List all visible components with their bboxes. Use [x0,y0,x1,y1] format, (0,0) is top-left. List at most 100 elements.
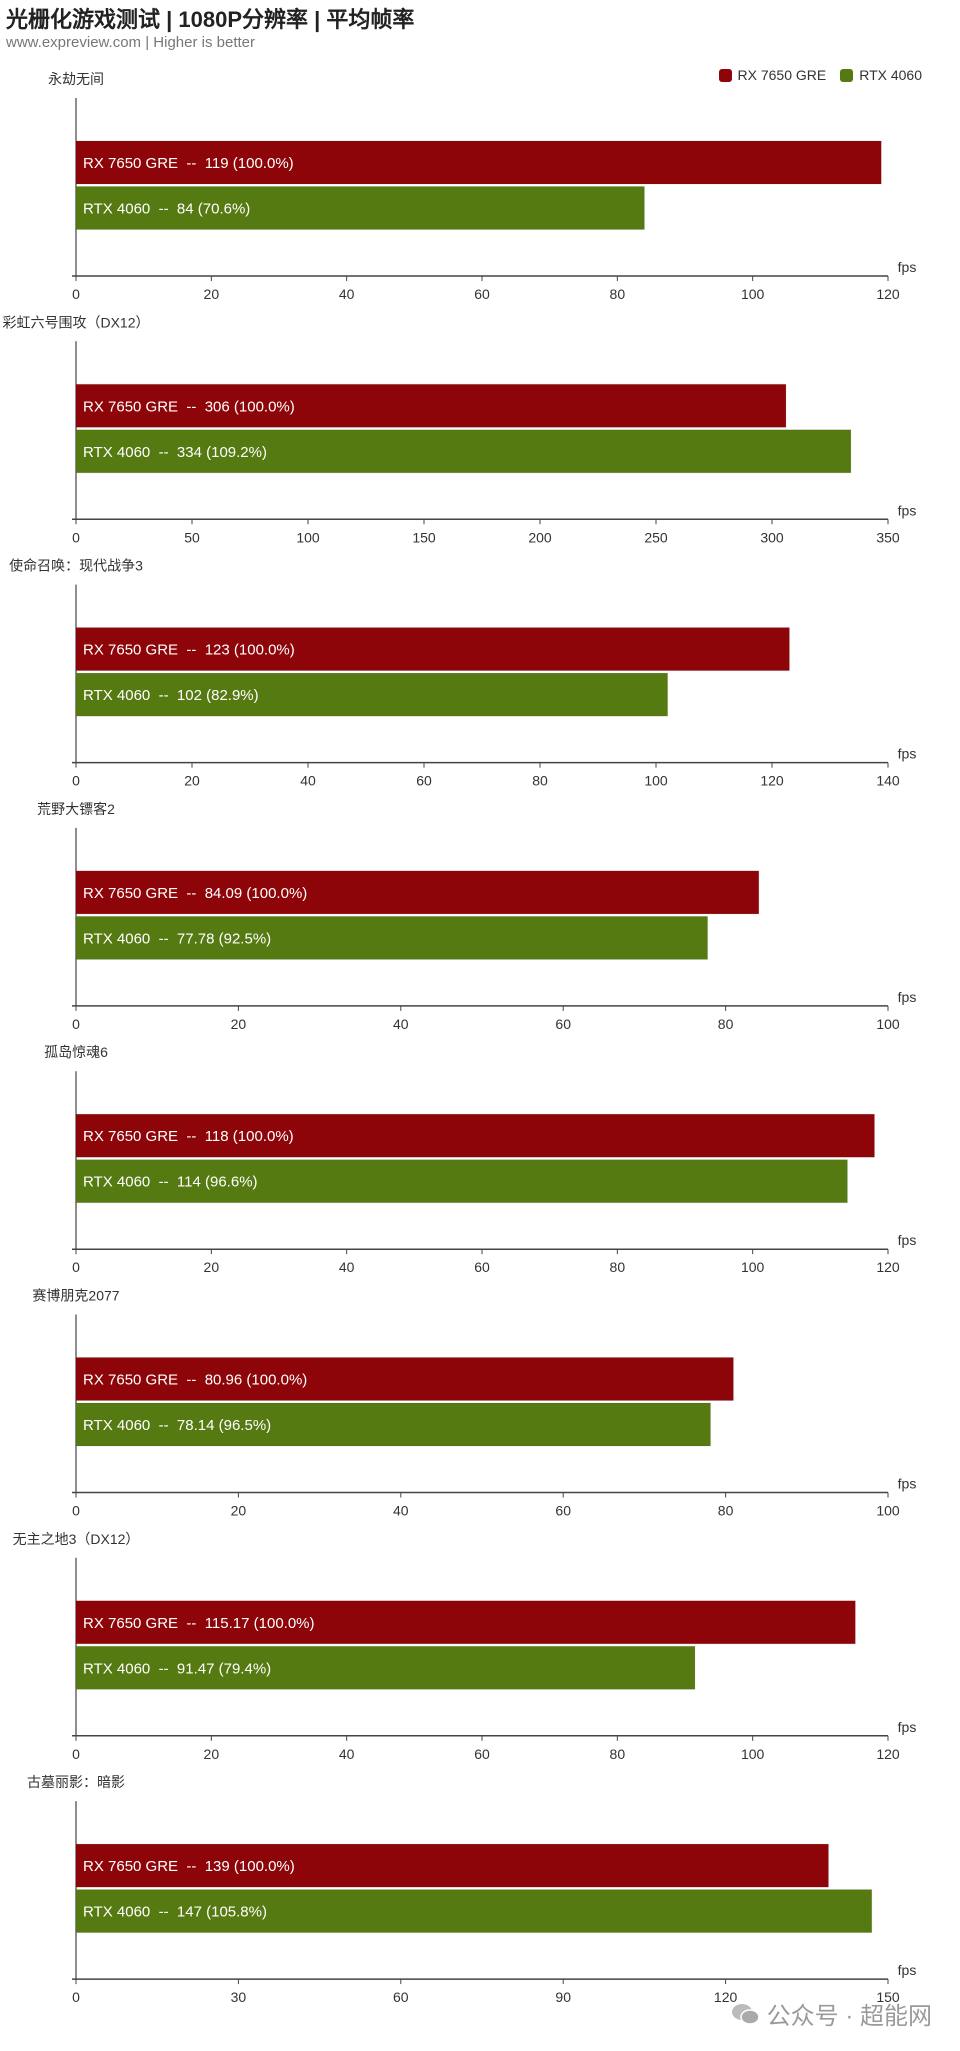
bar-rx7650gre [75,627,790,672]
x-tick-label: 20 [231,1503,247,1519]
x-tick-label: 40 [393,1016,409,1032]
bar-rx7650gre [75,383,787,428]
x-tick-label: 60 [555,1503,571,1519]
x-tick-label: 150 [412,529,436,545]
x-axis-label: fps [898,989,917,1005]
x-tick-label: 250 [644,529,668,545]
x-axis-label: fps [898,1719,917,1735]
x-tick-label: 40 [339,1746,355,1762]
bar-rtx4060 [75,1159,848,1204]
x-axis-label: fps [898,1476,917,1492]
bar-rx7650gre [75,1357,734,1401]
x-tick-label: 20 [231,1016,247,1032]
game-title: 孤岛惊魂6 [44,1044,108,1060]
x-tick-label: 40 [339,286,355,302]
bar-data-label: RTX 4060 -- 102 (82.9%) [83,687,259,704]
x-tick-label: 40 [339,1259,355,1275]
bar-rx7650gre [75,1600,856,1645]
bar-rtx4060 [75,429,852,474]
bar-rtx4060 [75,672,669,717]
x-tick-label: 0 [72,773,80,789]
legend-swatch [840,68,854,82]
x-tick-label: 60 [393,1989,409,2005]
bar-rx7650gre [75,140,882,185]
bar-rtx4060 [75,1889,873,1934]
x-tick-label: 20 [184,773,200,789]
bar-rtx4060 [75,915,709,960]
x-tick-label: 100 [741,1259,765,1275]
x-tick-label: 120 [876,286,900,302]
x-axis-label: fps [898,1232,917,1248]
legend-swatch [718,68,732,82]
legend-label: RX 7650 GRE [737,67,827,83]
x-tick-label: 100 [876,1503,900,1519]
game-title: 荒野大镖客2 [37,801,115,817]
x-tick-label: 20 [204,1259,220,1275]
x-tick-label: 120 [876,1746,900,1762]
bar-rx7650gre [75,1843,829,1888]
game-title: 无主之地3（DX12） [13,1531,140,1547]
bar-data-label: RTX 4060 -- 147 (105.8%) [83,1904,267,1921]
bar-data-label: RX 7650 GRE -- 84.09 (100.0%) [83,885,307,902]
x-tick-label: 80 [610,1259,626,1275]
x-tick-label: 80 [610,286,626,302]
x-tick-label: 30 [231,1989,247,2005]
bar-rtx4060 [75,1645,696,1690]
bar-data-label: RX 7650 GRE -- 115.17 (100.0%) [83,1615,315,1632]
x-tick-label: 0 [72,1989,80,2005]
x-tick-label: 80 [532,773,548,789]
x-tick-label: 0 [72,1746,80,1762]
x-tick-label: 80 [610,1746,626,1762]
x-tick-label: 0 [72,529,80,545]
x-axis-label: fps [898,502,917,518]
x-axis-label: fps [898,259,917,275]
x-tick-label: 60 [474,286,490,302]
x-tick-label: 20 [204,286,220,302]
bar-data-label: RTX 4060 -- 84 (70.6%) [83,201,250,218]
chart-subtitle: www.expreview.com | Higher is better [6,34,255,51]
x-tick-label: 0 [72,1016,80,1032]
x-tick-label: 0 [72,286,80,302]
x-tick-label: 60 [474,1259,490,1275]
wechat-icon [731,2002,761,2026]
x-axis-label: fps [898,1962,917,1978]
legend-label: RTX 4060 [859,67,922,83]
bar-data-label: RX 7650 GRE -- 118 (100.0%) [83,1128,294,1145]
x-tick-label: 60 [555,1016,571,1032]
bar-data-label: RTX 4060 -- 91.47 (79.4%) [83,1660,271,1677]
legend: RX 7650 GRE RTX 4060 [718,67,922,83]
x-tick-label: 60 [416,773,432,789]
x-tick-label: 100 [741,1746,765,1762]
bar-data-label: RTX 4060 -- 77.78 (92.5%) [83,930,271,947]
bar-data-label: RTX 4060 -- 78.14 (96.5%) [83,1417,271,1434]
game-title: 彩虹六号围攻（DX12） [2,314,149,330]
x-tick-label: 60 [474,1746,490,1762]
x-tick-label: 80 [718,1016,734,1032]
game-title: 永劫无间 [48,71,104,87]
bar-data-label: RTX 4060 -- 334 (109.2%) [83,444,267,461]
x-tick-label: 300 [760,529,784,545]
x-tick-label: 350 [876,529,900,545]
game-title: 赛博朋克2077 [32,1288,119,1304]
game-title: 古墓丽影：暗影 [27,1774,125,1790]
legend-item-rtx4060: RTX 4060 [840,67,922,83]
legend-item-rx7650gre: RX 7650 GRE [718,67,827,83]
bar-rtx4060 [75,186,645,230]
watermark-text: 公众号 · 超能网 [766,2003,932,2030]
bar-rx7650gre [75,870,760,915]
bar-data-label: RX 7650 GRE -- 80.96 (100.0%) [83,1372,307,1389]
x-tick-label: 120 [714,1989,738,2005]
x-tick-label: 40 [393,1503,409,1519]
x-tick-label: 0 [72,1259,80,1275]
x-tick-label: 90 [555,1989,571,2005]
x-tick-label: 140 [876,773,900,789]
bar-data-label: RX 7650 GRE -- 119 (100.0%) [83,155,294,172]
x-tick-label: 100 [296,529,320,545]
game-title: 使命召唤：现代战争3 [9,558,143,574]
x-tick-label: 80 [718,1503,734,1519]
x-tick-label: 100 [644,773,668,789]
x-tick-label: 100 [876,1016,900,1032]
chart-title: 光栅化游戏测试 | 1080P分辨率 | 平均帧率 [6,7,415,32]
x-tick-label: 150 [876,1989,900,2005]
